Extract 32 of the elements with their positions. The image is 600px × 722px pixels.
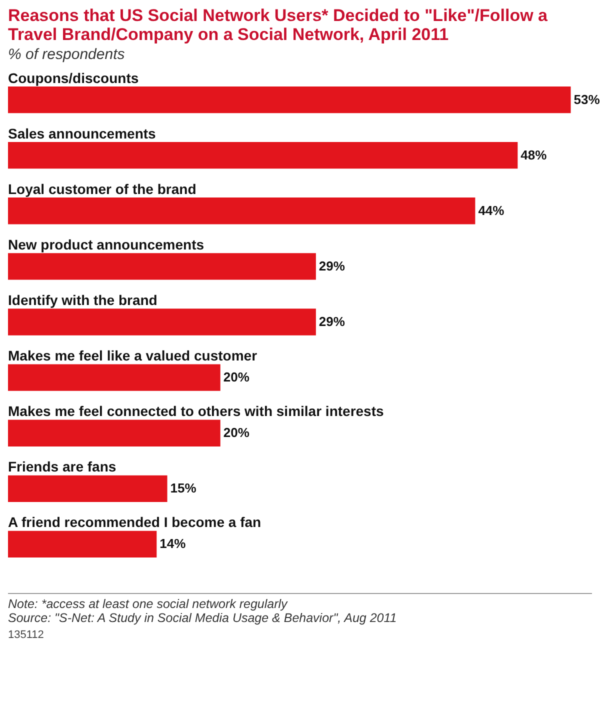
data-label: 20% [223, 425, 250, 440]
y-tick-label: Coupons/discounts [8, 70, 139, 86]
data-label: 44% [478, 202, 505, 218]
data-label: 14% [160, 536, 186, 552]
text: Note: *access at least one social network regularly [8, 597, 289, 611]
y-tick-label: A friend recommended I become a fan [8, 514, 262, 530]
y-tick-label: Makes me feel connected to others with similar interests [8, 403, 384, 420]
y-tick-label: New product announcements [8, 236, 204, 252]
bar [8, 530, 157, 558]
data-label: 15% [170, 480, 197, 496]
y-tick-label: Loyal customer of the brand [8, 180, 196, 197]
data-label: 20% [223, 370, 250, 385]
bar [8, 420, 220, 446]
y-tick-label: Friends are fans [8, 458, 116, 475]
bar [8, 364, 220, 391]
data-label: 29% [318, 314, 346, 329]
bar [8, 475, 168, 502]
chart-subtitle: % of respondents [8, 46, 126, 63]
bar [8, 253, 316, 280]
y-tick-label: Sales announcements [8, 125, 156, 142]
bar [8, 86, 571, 114]
chart-title: Reasons that US Social Network Users* Decided to "Like"/Follow a Travel Brand/Company on a Social Network, April 2011 [8, 6, 548, 44]
bar [8, 198, 476, 224]
y-tick-label: Identify with the brand [8, 292, 158, 308]
bar [8, 142, 518, 169]
y-tick-label: Makes me feel like a valued customer [8, 348, 258, 364]
data-label: 29% [318, 258, 346, 274]
bar [8, 308, 316, 336]
data-label: 53% [574, 92, 600, 107]
text: 135112 [8, 629, 45, 641]
data-label: 48% [520, 147, 548, 162]
source-note: Source: "S-Net: A Study in Social Media Usage & Behavior", Aug 2011 [8, 611, 398, 625]
